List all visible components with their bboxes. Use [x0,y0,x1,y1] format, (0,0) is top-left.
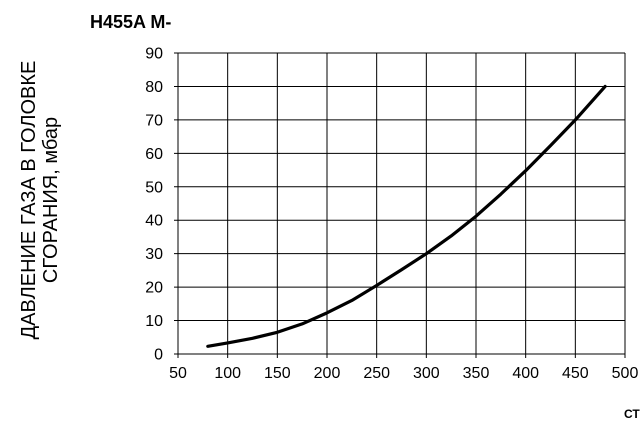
y-tick-label: 90 [145,46,163,63]
y-tick-label: 0 [154,347,163,364]
chart-title: H455A M- [90,12,172,32]
y-tick-label: 30 [145,246,163,263]
x-tick-label: 400 [512,365,539,382]
y-tick-label: 80 [145,79,163,96]
x-tick-label: 300 [413,365,440,382]
y-tick-label: 70 [145,112,163,129]
footer-text: СТ [624,407,640,421]
y-tick-label: 20 [145,280,163,297]
x-tick-label: 150 [264,365,291,382]
x-tick-label: 350 [463,365,490,382]
x-tick-label: 100 [214,365,241,382]
y-tick-label: 40 [145,213,163,230]
y-tick-label: 50 [145,179,163,196]
series-line [206,84,607,348]
y-tick-label: 60 [145,146,163,163]
x-tick-label: 50 [169,365,187,382]
grid [174,52,626,358]
y-axis-ticks: 0 10 20 30 40 50 60 70 80 90 [145,46,163,364]
x-tick-label: 200 [314,365,341,382]
x-axis-ticks: 50 100 150 200 250 300 350 400 450 500 [169,365,638,382]
x-tick-label: 250 [363,365,390,382]
y-tick-label: 10 [145,313,163,330]
x-tick-label: 450 [562,365,589,382]
x-tick-label: 500 [612,365,639,382]
series-layer [206,84,607,348]
